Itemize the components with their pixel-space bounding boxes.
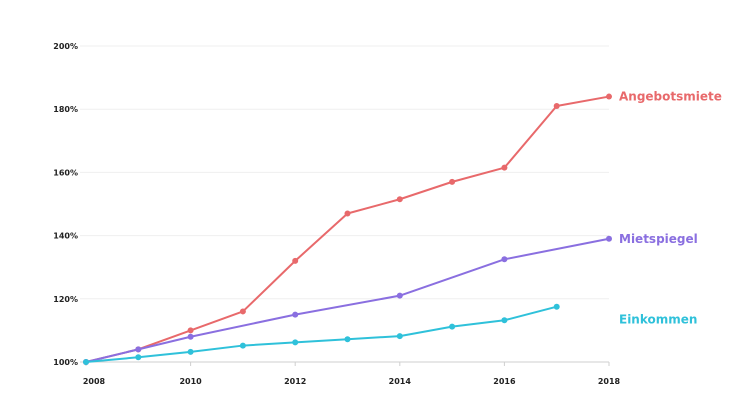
data-point <box>501 317 508 324</box>
x-tick-label: 2018 <box>598 377 621 386</box>
series-angebotsmiete <box>83 93 612 365</box>
data-point <box>292 257 299 264</box>
data-point <box>396 196 403 203</box>
y-tick-label: 160% <box>53 168 78 177</box>
series-line <box>85 305 558 363</box>
series-einkommen <box>83 303 560 365</box>
series-group <box>83 93 612 365</box>
grid-lines <box>80 45 609 363</box>
data-point <box>553 103 560 110</box>
y-tick-label: 120% <box>53 295 78 304</box>
series-line <box>85 237 610 363</box>
y-tick-label: 200% <box>53 42 78 51</box>
series-label: Einkommen <box>619 312 697 326</box>
x-axis: 2008 2010 2012 2014 2016 2018 <box>83 362 621 386</box>
series-label: Mietspiegel <box>619 232 698 246</box>
series-labels: Angebotsmiete Mietspiegel Einkommen <box>619 90 722 327</box>
x-tick-label: 2010 <box>179 377 202 386</box>
x-tick-label: 2014 <box>389 377 412 386</box>
x-tick-label: 2016 <box>493 377 516 386</box>
data-point <box>501 256 508 263</box>
data-point <box>553 303 560 310</box>
data-point <box>449 178 456 185</box>
data-point <box>449 323 456 330</box>
series-mietspiegel <box>83 235 612 365</box>
series-line <box>85 95 610 363</box>
data-point <box>135 354 142 361</box>
x-tick-label: 2008 <box>83 377 106 386</box>
data-point <box>187 333 194 340</box>
data-point <box>239 308 246 315</box>
data-point <box>606 93 612 100</box>
y-tick-label: 100% <box>53 358 78 367</box>
data-point <box>187 348 194 355</box>
y-tick-label: 180% <box>53 105 78 114</box>
data-point <box>606 235 612 242</box>
data-point <box>135 346 142 353</box>
data-point <box>396 333 403 340</box>
data-point <box>292 311 299 318</box>
data-point <box>239 342 246 349</box>
x-tick-label: 2012 <box>284 377 306 386</box>
data-point <box>344 336 351 343</box>
y-axis: 100% 120% 140% 160% 180% 200% <box>53 42 78 367</box>
data-point <box>396 292 403 299</box>
series-label: Angebotsmiete <box>619 90 722 104</box>
data-point <box>292 339 299 346</box>
data-point <box>501 164 508 171</box>
data-point <box>187 327 194 334</box>
data-point <box>83 359 89 365</box>
y-tick-label: 140% <box>53 232 78 241</box>
data-point <box>344 210 351 217</box>
